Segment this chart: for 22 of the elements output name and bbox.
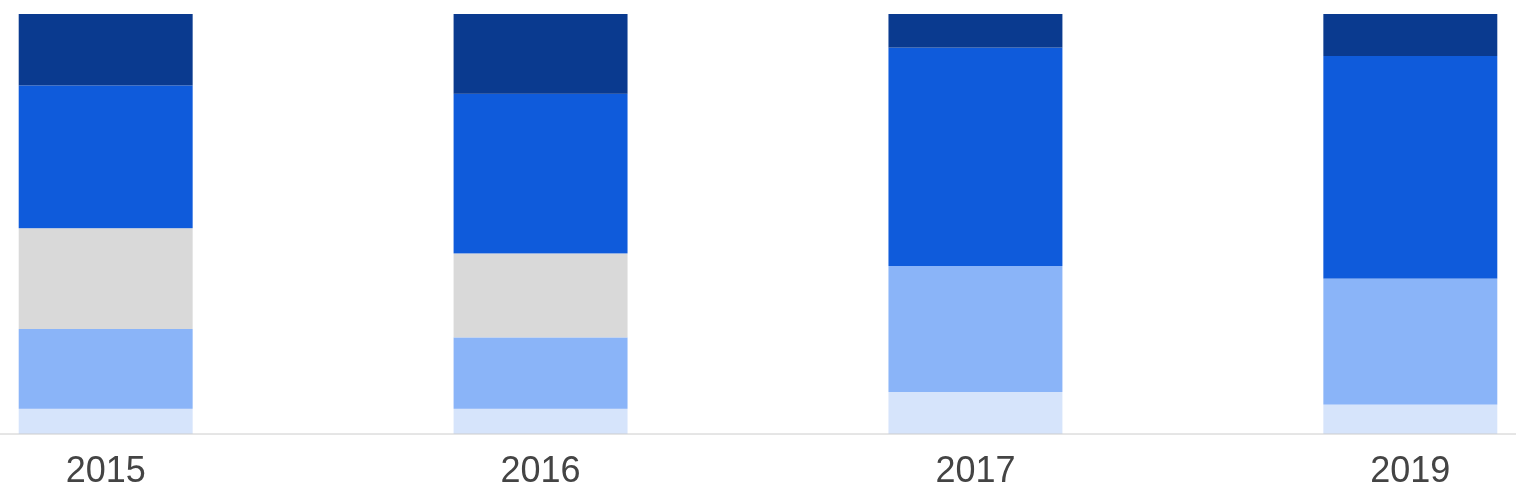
bar — [1323, 14, 1498, 56]
bar — [453, 14, 628, 94]
bar — [453, 93, 628, 254]
x-tick-label: 2015 — [65, 448, 146, 490]
bar — [18, 408, 193, 434]
bar — [453, 253, 628, 338]
bar — [18, 85, 193, 229]
bar — [888, 392, 1063, 434]
bar — [888, 266, 1063, 392]
x-tick-label: 2017 — [935, 448, 1016, 490]
bar — [1323, 56, 1498, 279]
x-tick-label: 2019 — [1370, 448, 1451, 490]
bar — [453, 337, 628, 409]
bar — [1323, 278, 1498, 405]
bar — [18, 228, 193, 329]
bar — [18, 14, 193, 86]
x-tick-label: 2016 — [500, 448, 581, 490]
bar — [1323, 404, 1498, 434]
bar — [888, 14, 1063, 48]
bar — [888, 47, 1063, 266]
bar — [18, 329, 193, 409]
bar — [453, 408, 628, 434]
